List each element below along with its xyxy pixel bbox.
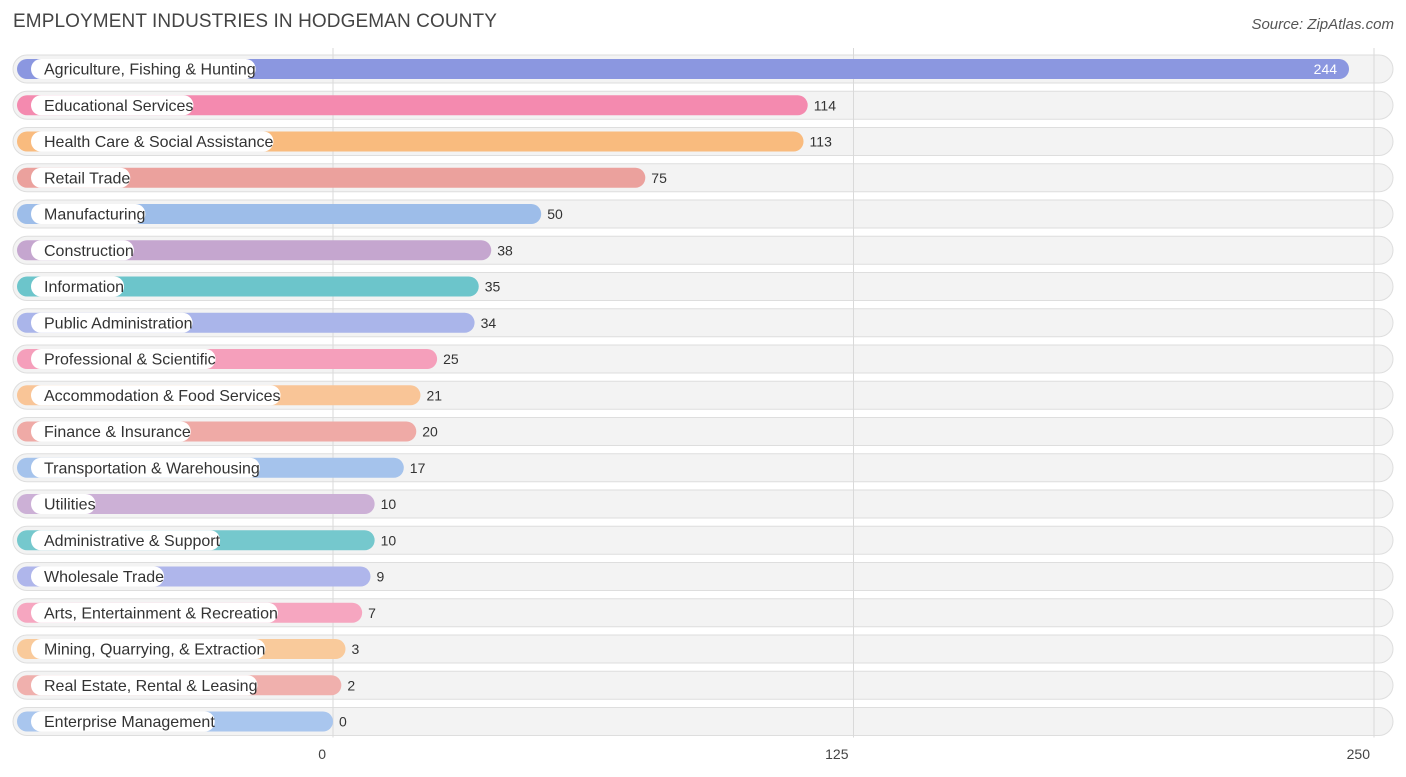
category-label: Retail Trade <box>44 170 130 187</box>
value-label: 50 <box>547 206 563 222</box>
category-label-pill <box>31 349 216 369</box>
category-label-pill <box>31 639 266 659</box>
category-label: Health Care & Social Assistance <box>44 134 274 151</box>
category-label: Information <box>44 279 124 296</box>
value-label: 9 <box>376 569 384 585</box>
value-label: 7 <box>368 605 376 621</box>
x-tick-label: 0 <box>318 746 326 762</box>
category-label-pill <box>31 276 125 297</box>
category-label-pill <box>31 312 193 333</box>
bar <box>17 59 1350 79</box>
chart-title: EMPLOYMENT INDUSTRIES IN HODGEMAN COUNTY <box>13 11 497 32</box>
category-label: Arts, Entertainment & Recreation <box>44 605 278 622</box>
category-label: Professional & Scientific <box>44 352 216 369</box>
value-label: 10 <box>381 532 397 548</box>
category-label-pill <box>31 95 194 116</box>
category-label-pill <box>31 457 260 478</box>
category-label-pill <box>31 385 281 406</box>
value-label: 0 <box>339 714 347 730</box>
category-label-pill <box>31 167 131 188</box>
bar <box>17 276 479 297</box>
value-label: 10 <box>381 496 397 512</box>
category-label-pill <box>31 602 278 623</box>
category-label-pill <box>31 530 221 551</box>
category-label: Manufacturing <box>44 207 145 224</box>
category-label-pill <box>31 494 96 514</box>
category-label-pill <box>31 421 191 442</box>
bar <box>17 204 542 224</box>
category-label: Utilities <box>44 497 96 514</box>
x-tick-label: 125 <box>825 746 849 762</box>
value-label: 244 <box>1314 61 1338 77</box>
value-label: 21 <box>426 387 442 403</box>
category-label: Agriculture, Fishing & Hunting <box>44 62 256 79</box>
category-label: Mining, Quarrying, & Extraction <box>44 642 265 659</box>
value-label: 38 <box>497 242 513 258</box>
category-label: Public Administration <box>44 315 193 332</box>
category-label-pill <box>31 240 134 261</box>
category-label-pill <box>31 204 146 224</box>
category-label-pill <box>31 566 165 587</box>
x-tick-label: 250 <box>1347 746 1371 762</box>
category-label: Enterprise Management <box>44 714 215 731</box>
category-label: Real Estate, Rental & Leasing <box>44 678 257 695</box>
source-note: Source: ZipAtlas.com <box>1251 16 1394 33</box>
category-label: Wholesale Trade <box>44 569 164 586</box>
category-label: Accommodation & Food Services <box>44 388 281 405</box>
value-label: 75 <box>651 170 667 186</box>
category-label-pill <box>31 131 274 152</box>
row-background <box>12 670 1394 700</box>
value-label: 25 <box>443 351 459 367</box>
value-label: 2 <box>347 677 355 693</box>
category-label: Administrative & Support <box>44 533 221 550</box>
category-label: Finance & Insurance <box>44 424 191 441</box>
value-label: 113 <box>810 134 833 150</box>
bar <box>17 95 808 116</box>
category-label: Educational Services <box>44 98 193 115</box>
row-background <box>12 634 1394 664</box>
category-label-pill <box>31 59 256 79</box>
category-label-pill <box>31 675 258 696</box>
value-label: 114 <box>814 97 837 113</box>
bar <box>17 494 375 514</box>
row-background <box>12 707 1394 736</box>
value-label: 17 <box>410 460 426 476</box>
category-label: Construction <box>44 243 134 260</box>
category-label: Transportation & Warehousing <box>44 460 260 477</box>
bar <box>17 167 646 188</box>
value-label: 35 <box>485 279 501 295</box>
value-label: 3 <box>351 641 359 657</box>
value-label: 34 <box>481 315 497 331</box>
bar <box>17 240 492 261</box>
value-label: 20 <box>422 424 438 440</box>
category-label-pill <box>31 711 215 732</box>
